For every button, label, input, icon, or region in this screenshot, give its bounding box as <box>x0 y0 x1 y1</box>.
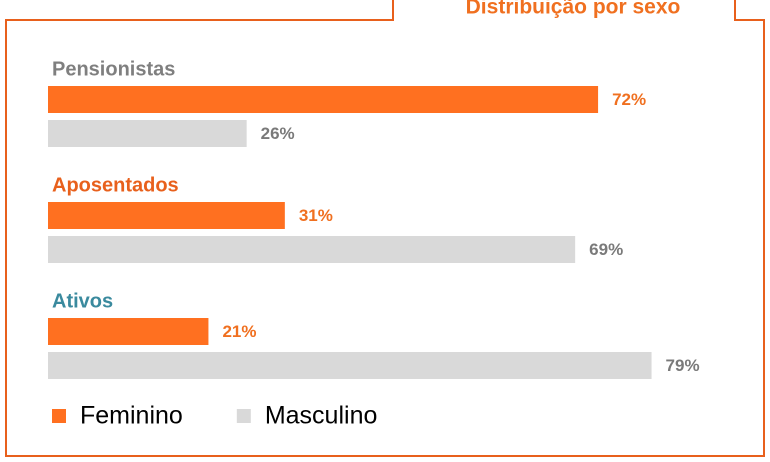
bar <box>48 86 599 113</box>
legend-swatch <box>236 409 251 423</box>
category-label: Pensionistas <box>52 58 175 80</box>
bar <box>48 120 247 147</box>
value-label: 72% <box>612 90 646 109</box>
category-label: Ativos <box>52 290 113 312</box>
bar <box>48 202 285 229</box>
bar <box>48 318 209 345</box>
value-label: 31% <box>299 206 333 225</box>
legend-swatch <box>52 409 66 423</box>
legend-label: Feminino <box>80 402 183 430</box>
bar <box>48 352 652 379</box>
category-label: Aposentados <box>52 174 179 196</box>
value-label: 21% <box>222 322 256 341</box>
chart-title: Distribuição por sexo <box>466 0 681 19</box>
value-label: 69% <box>589 240 623 259</box>
value-label: 26% <box>261 124 295 143</box>
legend-label: Masculino <box>265 402 378 430</box>
value-label: 79% <box>666 356 700 375</box>
bar <box>48 236 576 263</box>
frame <box>5 0 765 457</box>
